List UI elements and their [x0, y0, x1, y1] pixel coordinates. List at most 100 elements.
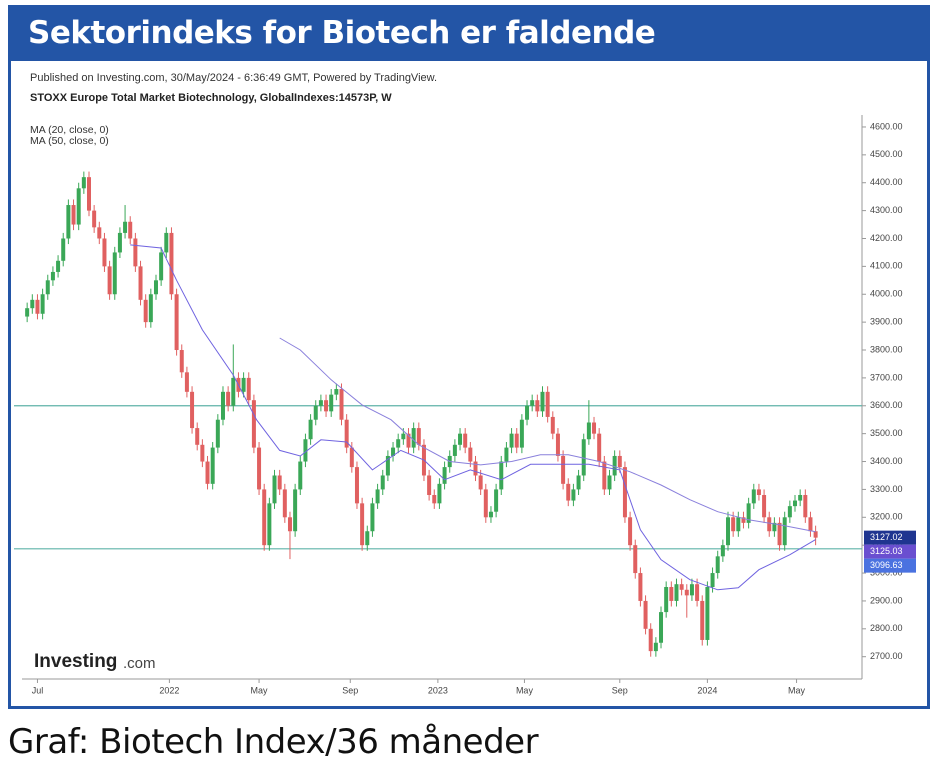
- candle-body: [488, 511, 493, 518]
- candle-body: [782, 517, 787, 546]
- candle-body: [550, 416, 555, 434]
- chart: Published on Investing.com, 30/May/2024 …: [14, 72, 916, 695]
- candle-body: [102, 238, 107, 267]
- y-tick-label: 3400.00: [870, 456, 903, 466]
- candle-body: [329, 394, 334, 412]
- candle-body: [324, 400, 329, 412]
- candle-body: [555, 433, 560, 456]
- candle-body: [251, 400, 256, 448]
- candle-body: [76, 188, 81, 225]
- x-tick-label: Jul: [32, 685, 44, 695]
- candle-body: [344, 419, 349, 448]
- candle-body: [267, 503, 272, 546]
- candle-body: [40, 294, 45, 314]
- candle-body: [509, 433, 514, 448]
- candle-body: [494, 489, 499, 512]
- candle-body: [174, 294, 179, 351]
- candle-body: [664, 586, 669, 613]
- candle-body: [808, 517, 813, 532]
- candle-body: [190, 391, 195, 429]
- candle-body: [561, 455, 566, 484]
- candle-body: [298, 461, 303, 490]
- candle-body: [241, 377, 246, 392]
- candle-body: [514, 433, 519, 448]
- moving-average: [130, 244, 816, 591]
- candle-body: [257, 447, 262, 490]
- candle-body: [726, 517, 731, 546]
- candle-body: [700, 600, 705, 640]
- x-tick-label: May: [516, 685, 534, 695]
- y-tick-label: 3900.00: [870, 317, 903, 327]
- candle-body: [715, 556, 720, 574]
- candle-body: [262, 489, 267, 546]
- candle-body: [442, 467, 447, 484]
- candle-body: [659, 612, 664, 643]
- x-tick-label: 2022: [159, 685, 179, 695]
- candle-body: [246, 377, 251, 401]
- candle-body: [35, 299, 40, 314]
- candle-body: [813, 531, 818, 538]
- candle-body: [787, 506, 792, 518]
- candle-body: [571, 489, 576, 501]
- candle-body: [777, 522, 782, 546]
- candle-body: [586, 422, 591, 440]
- candle-body: [597, 433, 602, 462]
- candle-body: [277, 475, 282, 490]
- candle-body: [545, 391, 550, 417]
- legend-entry: MA (50, close, 0): [30, 135, 109, 147]
- candle-body: [741, 517, 746, 523]
- candle-body: [674, 584, 679, 601]
- candle-body: [695, 584, 700, 601]
- candle-body: [205, 461, 210, 484]
- candle-body: [736, 517, 741, 532]
- candle-body: [169, 232, 174, 295]
- candle-body: [25, 308, 30, 317]
- price-label-box: [864, 558, 916, 573]
- candle-body: [56, 260, 61, 272]
- candle-body: [416, 428, 421, 445]
- candle-body: [370, 503, 375, 532]
- y-tick-label: 2800.00: [870, 623, 903, 633]
- candle-body: [318, 400, 323, 406]
- published-line: Published on Investing.com, 30/May/2024 …: [30, 72, 437, 84]
- candle-body: [92, 210, 97, 228]
- candle-body: [313, 405, 318, 420]
- x-tick-label: May: [788, 685, 806, 695]
- candle-body: [360, 503, 365, 546]
- candle-body: [602, 461, 607, 490]
- candle-body: [117, 232, 122, 253]
- candle-body: [179, 350, 184, 373]
- candle-body: [128, 221, 133, 239]
- candle-body: [617, 455, 622, 468]
- price-label: 3096.63: [870, 560, 903, 570]
- candle-body: [401, 433, 406, 440]
- candle-body: [226, 391, 231, 406]
- candle-body: [71, 205, 76, 225]
- chart-frame: [8, 5, 930, 709]
- candle-body: [633, 545, 638, 574]
- candle-body: [705, 586, 710, 640]
- candle-body: [86, 177, 91, 211]
- price-label-box: [864, 530, 916, 545]
- moving-average: [279, 337, 816, 533]
- candle-body: [566, 483, 571, 501]
- candle-body: [396, 439, 401, 448]
- candle-body: [530, 400, 535, 406]
- candle-body: [710, 573, 715, 587]
- candle-body: [61, 238, 66, 261]
- instrument-line: STOXX Europe Total Market Biotechnology,…: [30, 92, 392, 104]
- legend-entry: MA (20, close, 0): [30, 124, 109, 136]
- candle-body: [107, 266, 112, 295]
- candle-body: [581, 439, 586, 476]
- candle-body: [308, 419, 313, 440]
- y-tick-label: 4100.00: [870, 261, 903, 271]
- candle-body: [153, 280, 158, 295]
- candle-body: [138, 266, 143, 300]
- candle-body: [793, 500, 798, 507]
- price-label: 3127.02: [870, 532, 903, 542]
- candle-body: [164, 232, 169, 253]
- candle-body: [762, 494, 767, 518]
- candle-body: [112, 252, 117, 295]
- candle-body: [504, 447, 509, 462]
